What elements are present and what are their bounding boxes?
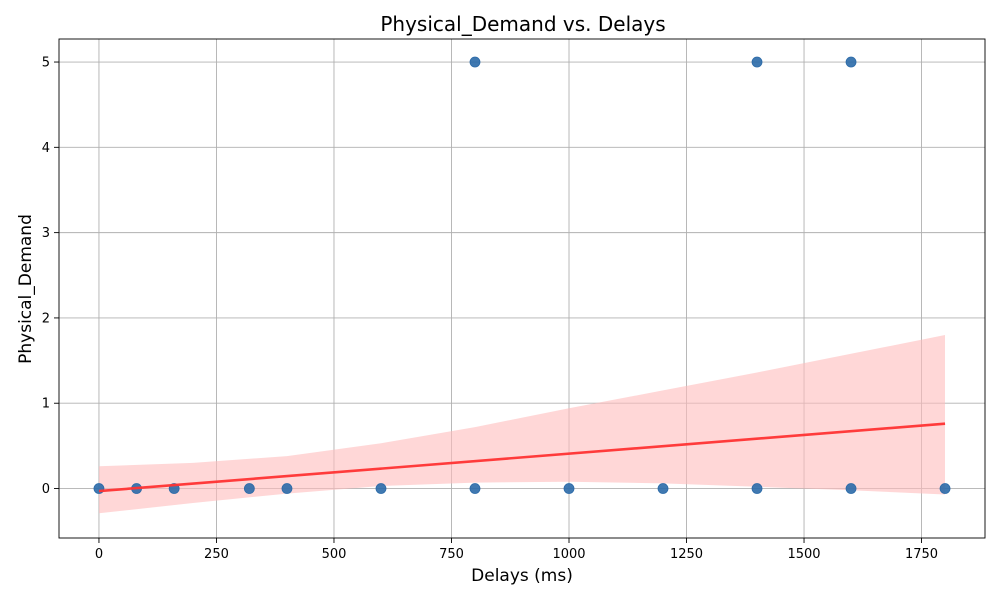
- data-point: [845, 56, 857, 68]
- x-tick-label: 1250: [670, 547, 703, 562]
- y-tick-label: 5: [42, 56, 50, 71]
- y-tick-label: 1: [42, 397, 50, 412]
- y-axis-label: Physical_Demand: [16, 214, 36, 364]
- x-tick-label: 1750: [905, 547, 938, 562]
- chart-title: Physical_Demand vs. Delays: [380, 12, 665, 36]
- y-tick-label: 2: [42, 311, 50, 326]
- data-points: [93, 56, 951, 494]
- x-axis-ticks: 0 250 500 750 1000 1250 1500 1750: [95, 538, 938, 562]
- data-point: [845, 483, 857, 494]
- data-point: [281, 483, 293, 494]
- data-point: [751, 56, 763, 68]
- x-tick-label: 0: [95, 547, 103, 562]
- data-point: [657, 483, 669, 494]
- y-tick-label: 0: [42, 482, 50, 497]
- data-point: [469, 56, 481, 68]
- y-tick-label: 4: [42, 141, 50, 156]
- confidence-band: [99, 335, 945, 514]
- regression-line: [98, 422, 946, 493]
- y-axis-ticks: 0 1 2 3 4 5: [42, 56, 59, 497]
- x-axis-label: Delays (ms): [471, 566, 573, 586]
- x-tick-label: 500: [322, 547, 347, 562]
- x-tick-label: 750: [439, 547, 464, 562]
- data-point: [563, 483, 575, 494]
- plot-frame: [58, 38, 986, 539]
- x-tick-label: 1500: [787, 547, 820, 562]
- data-point: [243, 483, 255, 494]
- data-point: [469, 483, 481, 494]
- x-tick-label: 1000: [552, 547, 585, 562]
- data-point: [375, 483, 387, 494]
- x-tick-label: 250: [204, 547, 229, 562]
- y-tick-label: 3: [42, 226, 50, 241]
- data-point: [751, 483, 763, 494]
- data-point: [939, 483, 951, 494]
